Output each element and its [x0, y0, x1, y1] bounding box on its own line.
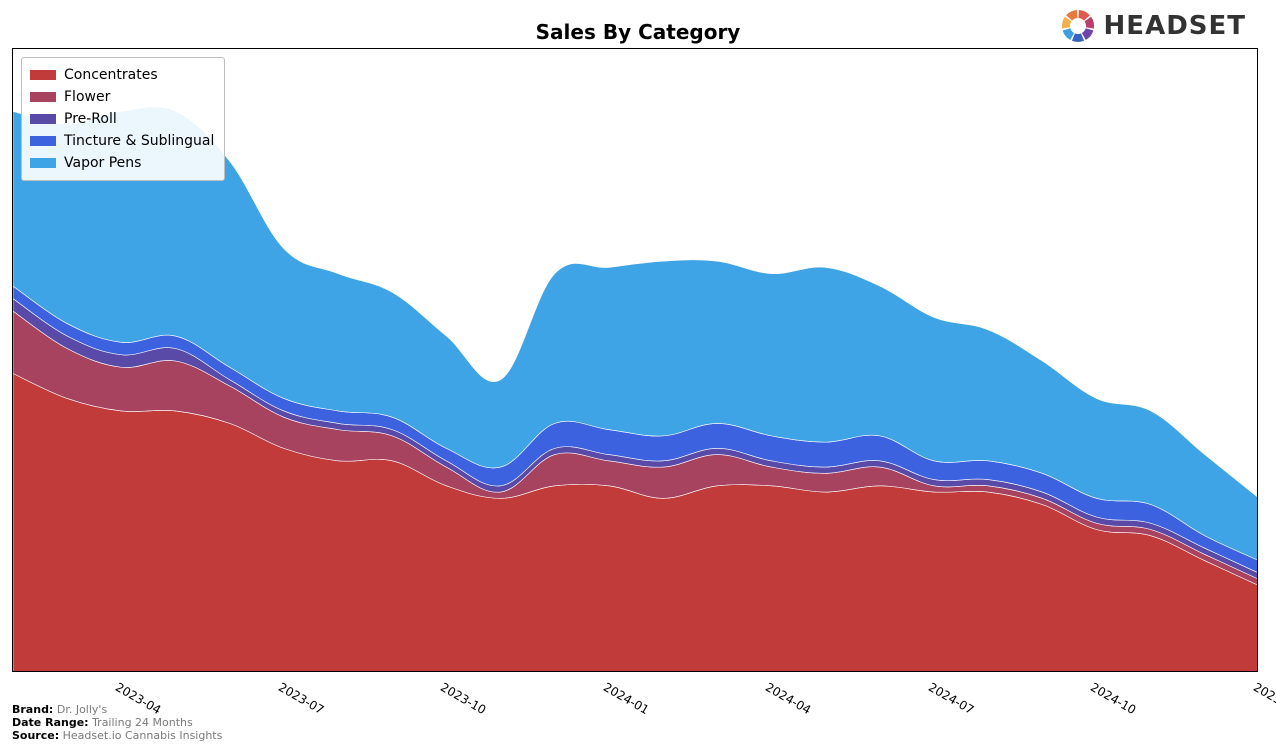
legend-label: Pre-Roll — [64, 108, 117, 130]
legend-label: Flower — [64, 86, 110, 108]
x-tick-label: 2025-01 — [1251, 680, 1276, 717]
legend-label: Concentrates — [64, 64, 158, 86]
legend-item: Concentrates — [30, 64, 214, 86]
footnote-source-label: Source: — [12, 729, 59, 742]
x-tick-label: 2024-01 — [601, 680, 651, 717]
footnote-brand-label: Brand: — [12, 703, 53, 716]
x-tick-label: 2023-10 — [438, 680, 488, 717]
legend: ConcentratesFlowerPre-RollTincture & Sub… — [21, 57, 225, 181]
legend-swatch — [30, 92, 56, 102]
plot-area: ConcentratesFlowerPre-RollTincture & Sub… — [12, 48, 1258, 672]
footnote-source-value: Headset.io Cannabis Insights — [63, 729, 223, 742]
footnote-source: Source: Headset.io Cannabis Insights — [12, 729, 222, 742]
legend-item: Vapor Pens — [30, 152, 214, 174]
legend-item: Tincture & Sublingual — [30, 130, 214, 152]
footnote-date-range: Date Range: Trailing 24 Months — [12, 716, 222, 729]
footnote-brand: Brand: Dr. Jolly's — [12, 703, 222, 716]
legend-label: Vapor Pens — [64, 152, 141, 174]
headset-logo: HEADSET — [1060, 8, 1246, 44]
legend-swatch — [30, 158, 56, 168]
headset-logo-icon — [1060, 8, 1096, 44]
chart-footnotes: Brand: Dr. Jolly's Date Range: Trailing … — [12, 703, 222, 742]
legend-swatch — [30, 114, 56, 124]
headset-wordmark: HEADSET — [1104, 11, 1246, 41]
legend-label: Tincture & Sublingual — [64, 130, 214, 152]
x-tick-label: 2024-10 — [1088, 680, 1138, 717]
x-tick-label: 2024-07 — [926, 680, 976, 717]
x-tick-label: 2023-07 — [276, 680, 326, 717]
x-tick-label: 2024-04 — [763, 680, 813, 717]
legend-swatch — [30, 70, 56, 80]
legend-item: Pre-Roll — [30, 108, 214, 130]
footnote-date-value: Trailing 24 Months — [92, 716, 193, 729]
legend-item: Flower — [30, 86, 214, 108]
legend-swatch — [30, 136, 56, 146]
footnote-brand-value: Dr. Jolly's — [57, 703, 107, 716]
footnote-date-label: Date Range: — [12, 716, 89, 729]
